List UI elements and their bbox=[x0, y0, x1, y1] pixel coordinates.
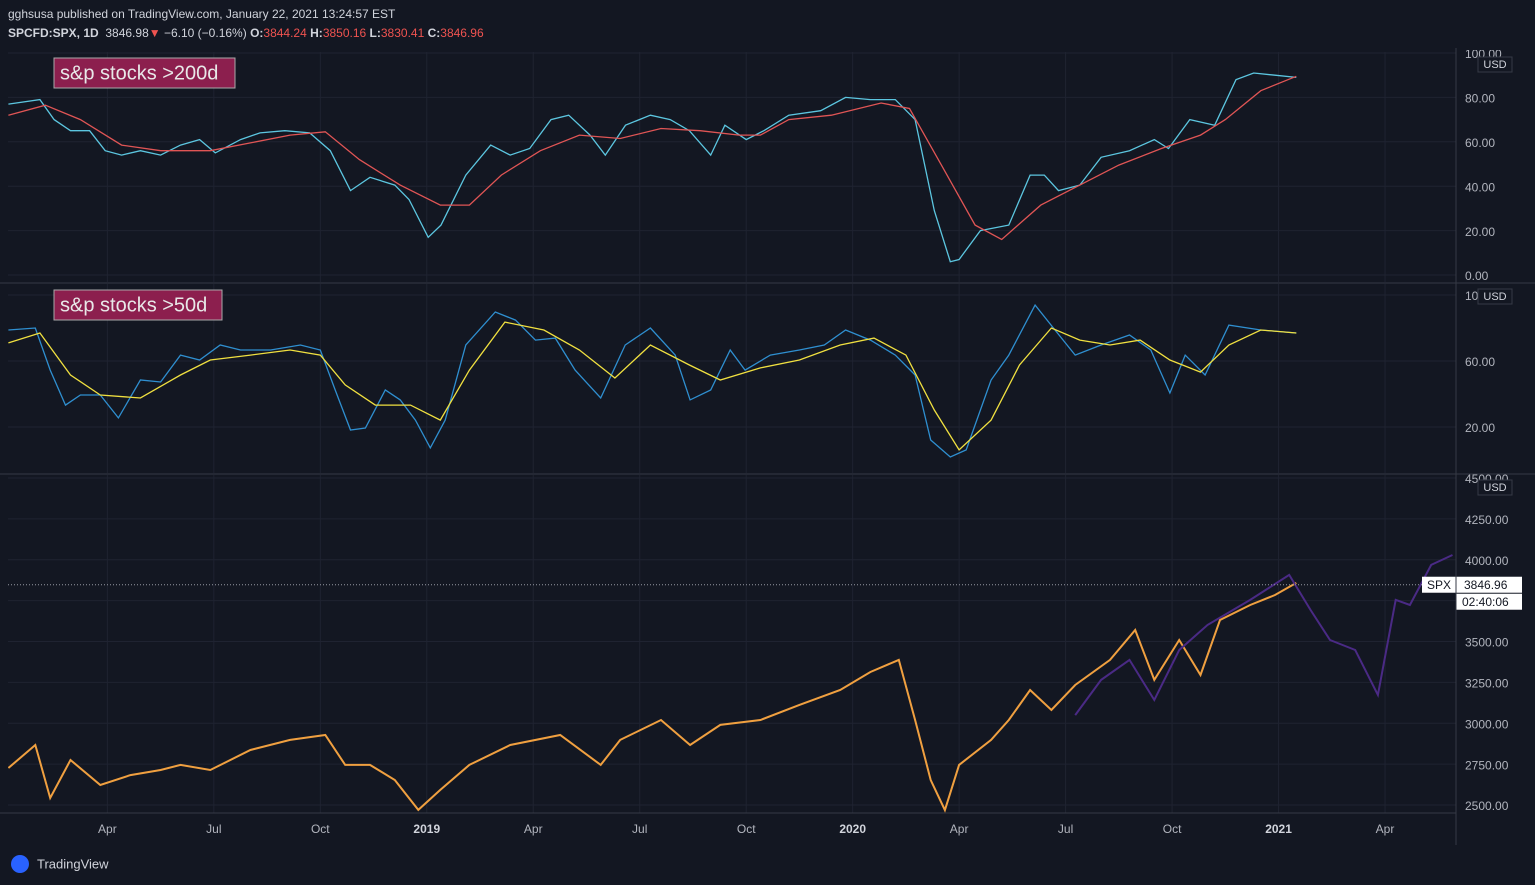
x-tick-label: Apr bbox=[950, 822, 969, 836]
close: 3846.96 bbox=[440, 26, 484, 40]
symbol-label: SPX bbox=[1427, 578, 1451, 592]
series-line bbox=[8, 75, 1297, 241]
y-tick-label: 2500.00 bbox=[1465, 799, 1509, 813]
price-axis: 2500.002750.003000.003250.003500.003750.… bbox=[1465, 473, 1509, 813]
y-tick-label: 4000.00 bbox=[1465, 554, 1509, 568]
title-box bbox=[53, 57, 236, 89]
l-label: L: bbox=[369, 26, 381, 40]
publisher-line: gghsusa published on TradingView.com, Ja… bbox=[8, 7, 395, 21]
y-tick-label: 3000.00 bbox=[1465, 717, 1509, 731]
x-tick-label: Oct bbox=[1163, 822, 1182, 836]
panel bbox=[8, 52, 1456, 282]
y-tick-label: 60.00 bbox=[1465, 355, 1495, 369]
series-line bbox=[8, 72, 1297, 263]
h-label: H: bbox=[310, 26, 323, 40]
brand: TradingView bbox=[37, 856, 109, 871]
currency-label: USD bbox=[1483, 291, 1506, 303]
symbol-tag bbox=[1422, 576, 1456, 593]
x-tick-label: Oct bbox=[311, 822, 330, 836]
title-box bbox=[53, 289, 223, 321]
x-tick-label: Jul bbox=[1058, 822, 1073, 836]
y-tick-label: 3500.00 bbox=[1465, 636, 1509, 650]
last: 3846.98 bbox=[105, 26, 149, 40]
low: 3830.41 bbox=[380, 26, 425, 40]
c-label: C: bbox=[427, 26, 441, 40]
logo: TradingView bbox=[11, 855, 109, 873]
last-price: 3846.96 bbox=[1464, 578, 1508, 592]
symbol: SPCFD:SPX, 1D bbox=[8, 26, 99, 40]
y-tick-label: 40.00 bbox=[1465, 180, 1495, 194]
y-tick-label: 80.00 bbox=[1465, 92, 1495, 106]
countdown-box bbox=[1456, 593, 1522, 610]
y-tick-label: 60.00 bbox=[1465, 136, 1495, 150]
high: 3850.16 bbox=[322, 26, 367, 40]
y-tick-label: 4250.00 bbox=[1465, 513, 1509, 527]
currency-box bbox=[1477, 479, 1513, 496]
y-tick-label: 20.00 bbox=[1465, 225, 1495, 239]
change: −6.10 (−0.16%) bbox=[163, 26, 247, 40]
panel bbox=[8, 475, 1456, 813]
series-line bbox=[8, 303, 1297, 458]
x-tick-label: Apr bbox=[98, 822, 117, 836]
panel-title: s&p stocks >200d bbox=[60, 62, 218, 84]
currency-label: USD bbox=[1483, 59, 1506, 71]
y-tick-label: 3250.00 bbox=[1465, 677, 1509, 691]
currency-box bbox=[1477, 56, 1513, 73]
y-tick-label: 20.00 bbox=[1465, 421, 1495, 435]
x-tick-label: 2021 bbox=[1265, 822, 1292, 836]
series-line bbox=[8, 321, 1297, 451]
price-axis: 0.00 20.00 40.00 60.00 80.00 100.00 bbox=[1465, 47, 1502, 283]
x-tick-label: Apr bbox=[524, 822, 543, 836]
publisher: gghsusa published on TradingView.com, Ja… bbox=[8, 7, 396, 21]
currency-box bbox=[1477, 288, 1513, 305]
currency-label: USD bbox=[1483, 482, 1506, 494]
arrow: ▼ bbox=[148, 26, 161, 40]
o-label: O: bbox=[250, 26, 264, 40]
panel bbox=[8, 284, 1456, 473]
x-tick-label: Oct bbox=[737, 822, 756, 836]
y-tick-label: 0.00 bbox=[1465, 269, 1489, 283]
countdown: 02:40:06 bbox=[1462, 595, 1509, 609]
x-tick-label: Jul bbox=[206, 822, 221, 836]
x-tick-label: Jul bbox=[632, 822, 647, 836]
y-tick-label: 2750.00 bbox=[1465, 758, 1509, 772]
ohlc-line: SPCFD:SPX, 1D 3846.98▼ −6.10 (−0.16%) O:… bbox=[8, 26, 484, 40]
last-price-box bbox=[1456, 576, 1522, 593]
series-line bbox=[8, 582, 1297, 813]
open: 3844.24 bbox=[263, 26, 307, 40]
x-tick-label: 2019 bbox=[413, 822, 440, 836]
series-line bbox=[1074, 554, 1453, 716]
x-tick-label: 2020 bbox=[839, 822, 866, 836]
x-tick-label: Apr bbox=[1376, 822, 1395, 836]
panel-title: s&p stocks >50d bbox=[60, 294, 207, 316]
y-tick-label: 100.00 bbox=[1465, 47, 1502, 61]
